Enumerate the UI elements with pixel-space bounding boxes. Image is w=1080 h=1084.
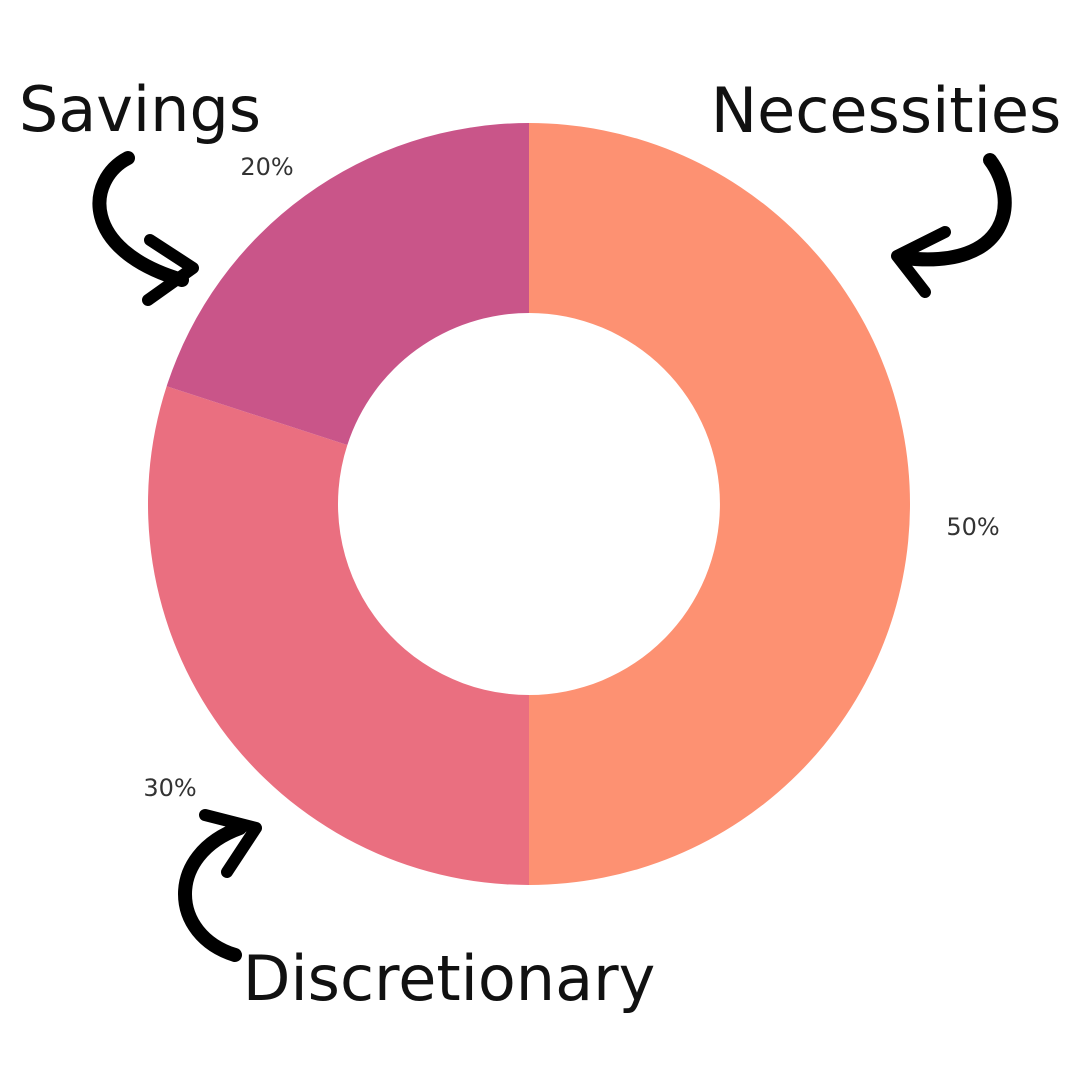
data-label-savings: 20% [240, 153, 293, 181]
slice-discretionary [147, 386, 530, 885]
data-label-necessities: 50% [946, 513, 999, 541]
curved-arrow-icon [92, 151, 199, 306]
category-label-discretionary: Discretionary [243, 942, 656, 1015]
slice-necessities [529, 123, 910, 885]
data-label-discretionary: 30% [143, 774, 196, 802]
category-label-necessities: Necessities [711, 74, 1062, 147]
category-label-savings: Savings [19, 73, 261, 146]
curved-arrow-icon [178, 809, 262, 962]
slice-savings [166, 123, 529, 445]
slice-group [147, 123, 910, 885]
curved-arrow-icon [891, 153, 1012, 298]
